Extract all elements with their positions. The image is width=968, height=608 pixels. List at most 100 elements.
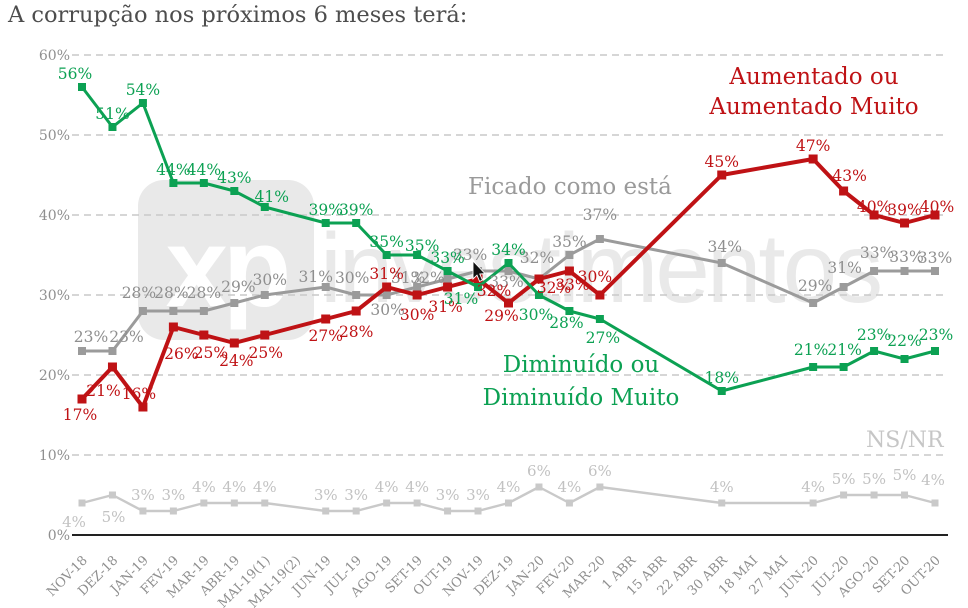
- svg-text:3%: 3%: [344, 486, 368, 504]
- svg-text:43%: 43%: [832, 167, 866, 185]
- mouse-cursor: [472, 259, 486, 283]
- svg-text:43%: 43%: [217, 169, 251, 187]
- svg-text:34%: 34%: [708, 238, 742, 256]
- svg-text:28%: 28%: [549, 314, 583, 332]
- svg-text:5%: 5%: [893, 466, 917, 484]
- xp-logo-watermark: xp: [138, 180, 314, 340]
- series-label-ficado: Ficado como está: [468, 174, 672, 200]
- series-label-nsnr: NS/NR: [866, 428, 944, 453]
- svg-text:16%: 16%: [122, 385, 156, 403]
- svg-text:17%: 17%: [63, 406, 97, 424]
- svg-text:27%: 27%: [586, 329, 620, 347]
- svg-text:31%: 31%: [391, 269, 425, 287]
- svg-text:21%: 21%: [827, 341, 861, 359]
- page-title: A corrupção nos próximos 6 meses terá:: [8, 2, 468, 28]
- svg-text:33%: 33%: [489, 273, 523, 291]
- svg-text:5%: 5%: [102, 508, 126, 526]
- svg-text:4%: 4%: [497, 478, 521, 496]
- svg-text:35%: 35%: [369, 233, 403, 251]
- svg-text:4%: 4%: [375, 478, 399, 496]
- svg-text:4%: 4%: [710, 478, 734, 496]
- series-label-aumentado: Aumentado ou Aumentado Muito: [700, 62, 928, 122]
- svg-text:35%: 35%: [552, 233, 586, 251]
- svg-text:23%: 23%: [74, 328, 108, 346]
- svg-text:29%: 29%: [221, 278, 255, 296]
- svg-text:32%: 32%: [410, 269, 444, 287]
- svg-text:4%: 4%: [558, 478, 582, 496]
- svg-text:45%: 45%: [705, 153, 739, 171]
- svg-text:33%: 33%: [555, 276, 589, 294]
- svg-text:23%: 23%: [857, 326, 891, 344]
- svg-text:31%: 31%: [428, 298, 462, 316]
- svg-text:25%: 25%: [194, 344, 228, 362]
- svg-text:56%: 56%: [58, 65, 92, 83]
- svg-text:28%: 28%: [122, 284, 156, 302]
- investimentos-watermark: investimentos: [320, 213, 883, 323]
- svg-text:30%: 30%: [39, 288, 70, 304]
- svg-text:37%: 37%: [583, 206, 617, 224]
- svg-text:50%: 50%: [39, 128, 70, 144]
- svg-text:3%: 3%: [131, 486, 155, 504]
- svg-text:30%: 30%: [253, 271, 287, 289]
- svg-text:60%: 60%: [39, 48, 70, 64]
- svg-text:29%: 29%: [798, 277, 832, 295]
- svg-text:21%: 21%: [794, 341, 828, 359]
- svg-text:6%: 6%: [527, 462, 551, 480]
- svg-text:5%: 5%: [862, 470, 886, 488]
- svg-text:4%: 4%: [921, 471, 945, 489]
- series-label-diminuido-line1: Diminuído ou: [502, 352, 660, 378]
- svg-text:41%: 41%: [255, 188, 289, 206]
- svg-text:44%: 44%: [156, 161, 190, 179]
- svg-text:32%: 32%: [537, 279, 571, 297]
- svg-text:31%: 31%: [827, 259, 861, 277]
- svg-text:0%: 0%: [48, 528, 70, 544]
- svg-text:3%: 3%: [466, 486, 490, 504]
- svg-text:3%: 3%: [314, 486, 338, 504]
- svg-text:33%: 33%: [889, 248, 923, 266]
- svg-text:20%: 20%: [39, 368, 70, 384]
- svg-text:39%: 39%: [887, 201, 921, 219]
- svg-text:29%: 29%: [484, 307, 518, 325]
- svg-text:33%: 33%: [918, 249, 952, 267]
- svg-text:18%: 18%: [705, 369, 739, 387]
- svg-text:4%: 4%: [405, 478, 429, 496]
- svg-text:33%: 33%: [430, 249, 464, 267]
- svg-text:25%: 25%: [249, 344, 283, 362]
- svg-text:33%: 33%: [453, 246, 487, 264]
- svg-text:4%: 4%: [192, 478, 216, 496]
- svg-text:23%: 23%: [109, 328, 143, 346]
- svg-text:51%: 51%: [95, 105, 129, 123]
- svg-text:28%: 28%: [339, 323, 373, 341]
- svg-text:26%: 26%: [164, 345, 198, 363]
- svg-text:30%: 30%: [400, 306, 434, 324]
- svg-text:44%: 44%: [187, 161, 221, 179]
- svg-text:3%: 3%: [436, 486, 460, 504]
- svg-text:30%: 30%: [335, 269, 369, 287]
- svg-text:32%: 32%: [477, 282, 511, 300]
- svg-text:40%: 40%: [857, 198, 891, 216]
- xp-logo-text: xp: [165, 204, 292, 330]
- svg-text:30%: 30%: [370, 301, 404, 319]
- series-label-diminuido-line2: Diminuído Muito: [482, 385, 680, 411]
- svg-text:39%: 39%: [308, 201, 342, 219]
- svg-text:35%: 35%: [405, 237, 439, 255]
- svg-text:32%: 32%: [520, 249, 554, 267]
- svg-text:40%: 40%: [920, 198, 954, 216]
- svg-text:47%: 47%: [796, 137, 830, 155]
- svg-text:31%: 31%: [369, 265, 403, 283]
- svg-text:23%: 23%: [919, 326, 953, 344]
- svg-text:4%: 4%: [222, 478, 246, 496]
- svg-text:31%: 31%: [298, 268, 332, 286]
- series-label-diminuido: Diminuído ou Diminuído Muito: [452, 349, 710, 415]
- svg-text:31%: 31%: [444, 290, 478, 308]
- svg-text:6%: 6%: [588, 462, 612, 480]
- svg-text:28%: 28%: [187, 284, 221, 302]
- svg-text:33%: 33%: [860, 244, 894, 262]
- svg-text:22%: 22%: [887, 332, 921, 350]
- svg-text:5%: 5%: [832, 470, 856, 488]
- svg-text:28%: 28%: [154, 284, 188, 302]
- svg-text:54%: 54%: [126, 81, 160, 99]
- svg-text:30%: 30%: [578, 268, 612, 286]
- series-label-aumentado-line1: Aumentado ou: [729, 64, 899, 90]
